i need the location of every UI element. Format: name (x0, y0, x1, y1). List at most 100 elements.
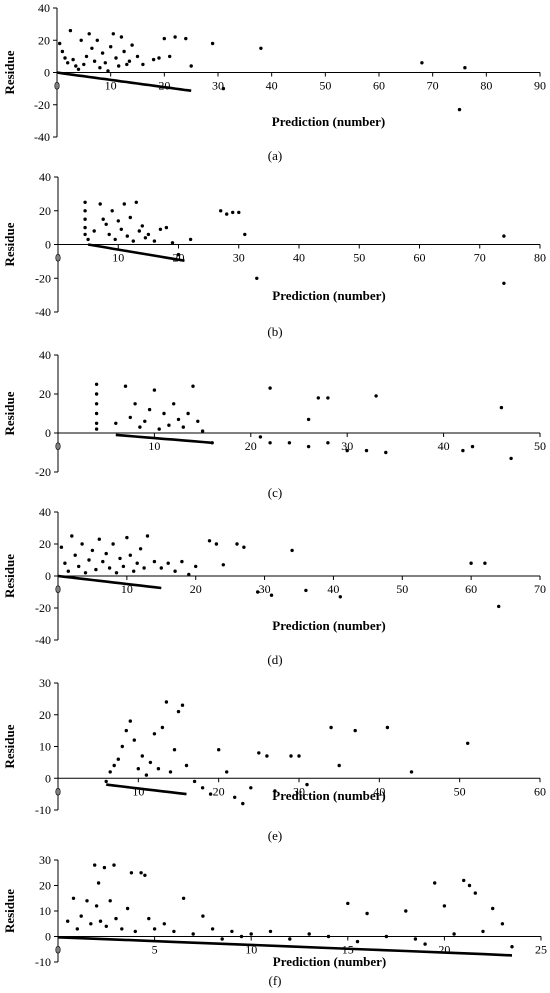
panel-caption: (e) (268, 828, 282, 843)
data-point (191, 932, 195, 936)
data-point (162, 411, 166, 416)
x-tick-label: 10 (132, 784, 144, 798)
data-point (233, 795, 237, 799)
data-point (60, 49, 65, 54)
panel-1: -40 -20 0 20 40 0 10 20 30 40 50 60 70 80 90 Residue Pre… (2, 1, 546, 163)
data-point (210, 927, 215, 931)
data-point (112, 763, 116, 768)
y-tick-label: 20 (38, 33, 50, 47)
data-point (94, 402, 99, 406)
data-point (191, 384, 195, 388)
data-point (108, 770, 112, 774)
data-point (162, 36, 166, 41)
x-tick-label: 70 (427, 79, 439, 93)
data-point (289, 754, 293, 758)
y-tick-label: -40 (35, 305, 51, 319)
data-point (107, 566, 112, 570)
data-point (409, 770, 414, 774)
data-point (148, 760, 153, 765)
data-point (76, 67, 81, 72)
data-point (201, 914, 205, 918)
lower-bound-line (57, 936, 513, 957)
x-axis-title: Prediction (number) (272, 114, 386, 129)
data-point (118, 556, 122, 561)
x-axis-title: Prediction (number) (272, 788, 386, 803)
data-point (94, 427, 99, 431)
x-tick-label: 60 (414, 251, 426, 265)
x-tick-label: 10 (112, 251, 124, 265)
y-tick-label: 10 (39, 740, 51, 754)
y-tick-label: 20 (39, 537, 51, 551)
data-point (221, 563, 225, 567)
data-point (122, 202, 127, 206)
data-point (230, 929, 234, 934)
data-point (180, 703, 185, 707)
y-tick-label: 30 (39, 676, 51, 690)
data-point (326, 934, 331, 939)
data-point (196, 419, 200, 423)
data-point (510, 945, 514, 949)
y-tick-label: 0 (45, 771, 51, 785)
x-tick-label: 50 (396, 582, 408, 596)
data-point (258, 435, 263, 439)
y-axis-title: Residue (2, 724, 17, 768)
data-point (66, 569, 71, 573)
data-point (147, 407, 152, 412)
data-point (167, 423, 171, 427)
data-point (94, 904, 99, 908)
data-point (502, 281, 506, 285)
data-point (433, 881, 437, 885)
data-point (304, 588, 308, 593)
data-point (87, 558, 91, 562)
panel-caption: (f) (269, 973, 282, 988)
data-point (509, 456, 513, 461)
data-point (181, 896, 186, 900)
data-point (147, 916, 151, 921)
data-point (146, 232, 151, 237)
data-point (217, 748, 221, 752)
data-point (135, 561, 139, 565)
y-tick-label: 40 (38, 1, 50, 15)
data-point (287, 441, 292, 445)
data-point (85, 899, 89, 903)
data-point (137, 229, 141, 233)
data-point (168, 770, 173, 774)
x-tick-label: 5 (152, 943, 158, 957)
data-point (63, 561, 67, 565)
lower-bound-line (57, 574, 162, 590)
data-point (103, 61, 108, 65)
data-point (483, 561, 487, 565)
x-tick-label: 50 (534, 439, 546, 453)
data-point (123, 384, 128, 388)
y-tick-label: -10 (35, 955, 51, 969)
data-point (355, 939, 360, 944)
data-point (265, 754, 269, 758)
y-axis-title: Residue (2, 554, 17, 598)
data-point (152, 927, 157, 931)
data-point (132, 738, 136, 742)
data-point (500, 922, 505, 926)
y-tick-label: 0 (45, 426, 51, 440)
data-point (166, 561, 170, 565)
panel-caption: (a) (268, 148, 282, 163)
data-point (125, 234, 129, 238)
data-point (127, 59, 132, 63)
data-point (95, 38, 100, 42)
data-point (181, 425, 185, 429)
data-point (112, 863, 116, 867)
panel-5: -10 0 10 20 30 0 10 20 30 40 50 60 Residue Prediction… (2, 676, 546, 843)
data-point (83, 225, 87, 230)
data-point (120, 744, 125, 749)
data-point (467, 883, 472, 888)
x-tick-label: 50 (353, 251, 365, 265)
data-point (142, 566, 146, 570)
x-tick-label: 25 (535, 943, 547, 957)
data-point (346, 901, 350, 906)
y-tick-label: -20 (35, 271, 51, 285)
data-point (173, 569, 177, 573)
data-point (384, 450, 388, 455)
data-point (208, 792, 213, 796)
y-tick-label: -20 (35, 465, 51, 479)
data-point (290, 548, 294, 553)
